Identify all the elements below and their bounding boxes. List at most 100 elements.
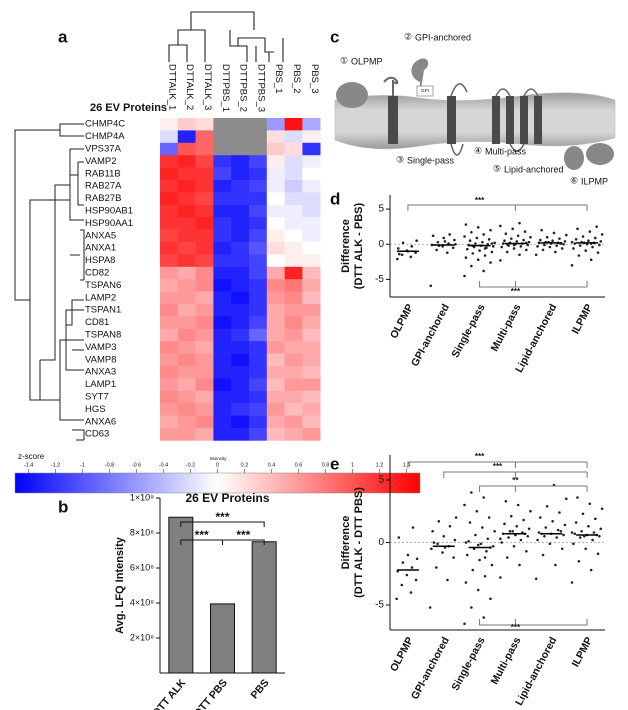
heatmap-cell [249, 279, 268, 292]
heatmap-cell [284, 254, 303, 268]
data-point [525, 248, 528, 252]
heatmap-cell [231, 291, 250, 305]
heatmap-cell [231, 266, 250, 280]
data-point [527, 527, 531, 531]
data-point [489, 597, 492, 601]
data-point [515, 240, 519, 243]
data-point [415, 239, 418, 243]
data-point [560, 247, 564, 250]
heatmap-cell [266, 279, 285, 292]
heatmap-cell [249, 204, 268, 218]
heatmap-cell [195, 291, 214, 305]
heatmap-cell [160, 254, 179, 268]
y-tick-label: 4×10⁸ [130, 597, 154, 607]
heatmap-cell [213, 304, 232, 317]
data-point [558, 237, 561, 240]
gpi-box [416, 85, 434, 97]
heatmap-cell [160, 415, 179, 429]
heatmap-cell [249, 328, 268, 342]
heatmap-cell [177, 341, 196, 354]
protein [586, 143, 614, 165]
heatmap-cell [266, 254, 285, 268]
x-tick-label: Multi-pass [489, 635, 524, 687]
protein [495, 88, 539, 152]
heatmap-cell [177, 217, 196, 230]
data-point [523, 230, 527, 233]
heatmap-cell [195, 403, 214, 416]
data-point [463, 235, 466, 238]
x-tick-label: OLPMP [388, 302, 416, 341]
heatmap-cell [160, 242, 179, 255]
heatmap-cell [249, 353, 268, 367]
heatmap-cell [213, 266, 232, 280]
data-point [581, 235, 585, 238]
heatmap-cell [231, 366, 250, 379]
heatmap-cell [177, 378, 196, 392]
data-point [588, 502, 592, 506]
heatmap-cell [160, 390, 179, 404]
column-label: DTTALK_2 [184, 64, 195, 110]
data-point [541, 553, 545, 557]
heatmap-cell [284, 279, 303, 292]
heatmap-cell [213, 291, 232, 305]
data-point [410, 566, 414, 569]
protein [520, 96, 528, 144]
data-point [465, 553, 469, 557]
heatmap-cell [160, 217, 179, 230]
data-point [483, 556, 487, 559]
heatmap-cell [177, 118, 196, 131]
data-point [584, 249, 588, 252]
protein [388, 96, 398, 144]
data-point [453, 238, 456, 242]
heatmap-cell [177, 204, 196, 218]
heatmap-cell [160, 142, 179, 156]
heatmap-cell [160, 353, 179, 367]
heatmap-cell [302, 229, 321, 243]
data-point [595, 225, 598, 228]
data-point [522, 238, 525, 242]
heatmap-cell [249, 378, 268, 392]
row-label: LAMP1 [85, 379, 116, 390]
data-point [573, 532, 577, 536]
heatmap-cell [302, 353, 321, 367]
data-point [463, 622, 466, 626]
data-point [464, 223, 468, 226]
heatmap-cell [266, 142, 285, 156]
y-axis-label: Difference [340, 516, 352, 570]
heatmap-cell [302, 428, 321, 441]
heatmap-cell [213, 142, 232, 156]
heatmap-cell [231, 378, 250, 392]
data-point [414, 251, 417, 254]
heatmap-cell [231, 341, 250, 354]
heatmap-cell [249, 415, 268, 429]
data-point [414, 578, 418, 582]
bar [251, 541, 277, 674]
data-point [448, 524, 452, 528]
data-point [599, 240, 603, 243]
y-tick-label: 0 [378, 239, 384, 250]
data-point [551, 239, 554, 243]
heatmap-cell [302, 266, 321, 280]
x-tick-label: PBS [249, 677, 272, 701]
data-point [397, 252, 401, 256]
colorbar-tick-label: -0.2 [186, 462, 195, 468]
heatmap-cell [177, 130, 196, 144]
data-point [468, 239, 472, 243]
heatmap-cell [302, 415, 321, 429]
heatmap-cell [213, 341, 232, 354]
heatmap-cell [302, 316, 321, 330]
heatmap-cell [160, 291, 179, 305]
colorbar-tick-label: 0 [216, 462, 219, 468]
heatmap-cell [284, 180, 303, 193]
diagram-number: ① [340, 55, 348, 65]
data-point [432, 541, 436, 544]
data-point [470, 606, 473, 609]
heatmap-cell [195, 415, 214, 429]
protein [506, 96, 514, 144]
data-point [435, 248, 438, 252]
data-point [478, 249, 481, 252]
data-point [570, 240, 574, 244]
data-point [545, 504, 549, 508]
data-point [443, 240, 447, 243]
membrane-diagram [334, 58, 616, 170]
